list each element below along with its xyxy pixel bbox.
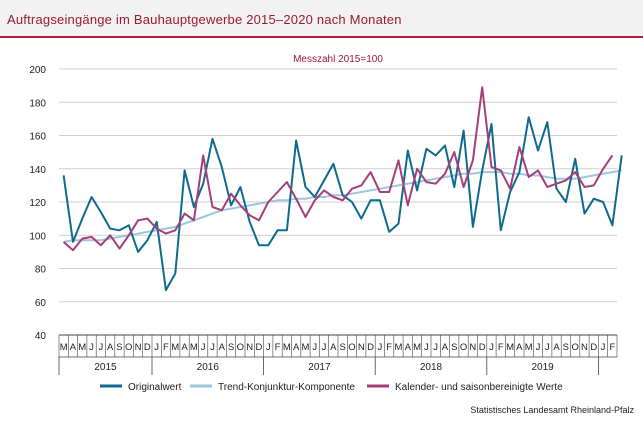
x-tick-label-month: A [553, 342, 560, 353]
x-tick-label-month: J [312, 342, 317, 353]
x-tick-label-year: 2015 [94, 362, 117, 373]
x-tick-label-month: M [301, 342, 309, 353]
chart-subtitle: Messzahl 2015=100 [293, 54, 383, 65]
x-tick-label-month: A [107, 342, 114, 353]
x-tick-label-month: M [413, 342, 421, 353]
x-tick-label-month: M [525, 342, 533, 353]
x-tick-label-month: M [171, 342, 179, 353]
x-tick-label-month: D [479, 342, 486, 353]
y-tick-label: 40 [35, 331, 47, 342]
gridlines [59, 68, 617, 303]
x-tick-label-month: D [256, 342, 263, 353]
x-tick-label-month: M [60, 342, 68, 353]
x-tick-label-month: M [190, 342, 198, 353]
series-line-originalwert [62, 116, 623, 292]
x-tick-label-month: J [377, 342, 382, 353]
x-tick-label-month: D [590, 342, 597, 353]
y-axis-tick-labels: 40 60 80 100 120 140 160 180 200 [29, 65, 46, 342]
x-tick-label-month: N [135, 342, 142, 353]
x-tick-label-year: 2017 [308, 362, 331, 373]
chart-title: Auftragseingänge im Bauhauptgewerbe 2015… [7, 12, 402, 27]
x-tick-label-month: O [571, 342, 578, 353]
x-tick-label-month: O [348, 342, 355, 353]
y-tick-label: 200 [29, 65, 46, 76]
legend-label: Kalender- und saisonbereinigte Werte [395, 382, 563, 393]
x-tick-label-month: A [181, 342, 188, 353]
x-tick-label-month: J [545, 342, 550, 353]
x-tick-label-month: M [283, 342, 291, 353]
x-tick-label-month: J [210, 342, 215, 353]
x-tick-label-month: S [451, 342, 457, 353]
x-tick-label-month: S [228, 342, 234, 353]
x-tick-label-month: J [201, 342, 206, 353]
x-tick-label-month: J [424, 342, 429, 353]
x-tick-label-year: 2018 [420, 362, 443, 373]
y-tick-label: 160 [29, 132, 46, 143]
legend: Originalwert Trend-Konjunktur-Komponente K… [100, 382, 563, 393]
x-tick-label-month: A [70, 342, 77, 353]
x-tick-label-month: J [536, 342, 541, 353]
x-tick-label-month: J [154, 342, 159, 353]
x-tick-label-month: F [498, 342, 504, 353]
x-tick-label-month: A [405, 342, 412, 353]
title-bar: Auftragseingänge im Bauhauptgewerbe 2015… [0, 0, 643, 38]
x-tick-label-month: O [460, 342, 467, 353]
x-tick-label-month: N [581, 342, 588, 353]
y-tick-label: 120 [29, 198, 46, 209]
x-tick-label-month: S [563, 342, 569, 353]
y-tick-label: 140 [29, 165, 46, 176]
x-tick-label-year: 2016 [197, 362, 220, 373]
x-tick-label-month: F [609, 342, 615, 353]
x-tick-label-month: F [275, 342, 281, 353]
source-credit: Statistisches Landesamt Rheinland-Pfalz [470, 405, 634, 415]
x-tick-label-month: J [489, 342, 494, 353]
x-tick-label-year: 2019 [531, 362, 554, 373]
x-tick-label-month: A [516, 342, 523, 353]
x-tick-label-month: N [358, 342, 365, 353]
x-tick-label-month: O [125, 342, 132, 353]
x-tick-label-month: D [144, 342, 151, 353]
x-tick-label-month: A [330, 342, 337, 353]
y-tick-label: 60 [35, 298, 47, 309]
x-tick-label-month: J [322, 342, 327, 353]
legend-label: Originalwert [128, 382, 182, 393]
x-tick-label-month: F [386, 342, 392, 353]
x-tick-label-month: A [442, 342, 449, 353]
x-tick-label-month: N [469, 342, 476, 353]
x-tick-label-month: J [601, 342, 606, 353]
y-tick-label: 180 [29, 98, 46, 109]
x-tick-label-month: F [163, 342, 169, 353]
x-tick-label-month: J [98, 342, 103, 353]
series-line-trend-konjunktur-komponente [63, 169, 622, 243]
x-tick-label-month: A [293, 342, 300, 353]
x-tick-label-month: D [367, 342, 374, 353]
y-tick-label: 100 [29, 231, 46, 242]
x-tick-label-month: M [394, 342, 402, 353]
x-tick-label-month: M [78, 342, 86, 353]
x-tick-label-month: A [219, 342, 226, 353]
series-line-kalender-und-saisonbereinigte-werte [62, 86, 614, 252]
x-tick-label-month: N [246, 342, 253, 353]
series-lines [62, 86, 623, 292]
x-tick-label-month: M [506, 342, 514, 353]
x-tick-label-month: S [339, 342, 345, 353]
x-tick-label-month: S [116, 342, 122, 353]
x-tick-label-month: J [433, 342, 438, 353]
legend-label: Trend-Konjunktur-Komponente [218, 382, 355, 393]
x-tick-label-month: J [266, 342, 271, 353]
y-tick-label: 80 [35, 265, 47, 276]
x-tick-label-month: J [89, 342, 94, 353]
x-tick-label-month: O [237, 342, 244, 353]
